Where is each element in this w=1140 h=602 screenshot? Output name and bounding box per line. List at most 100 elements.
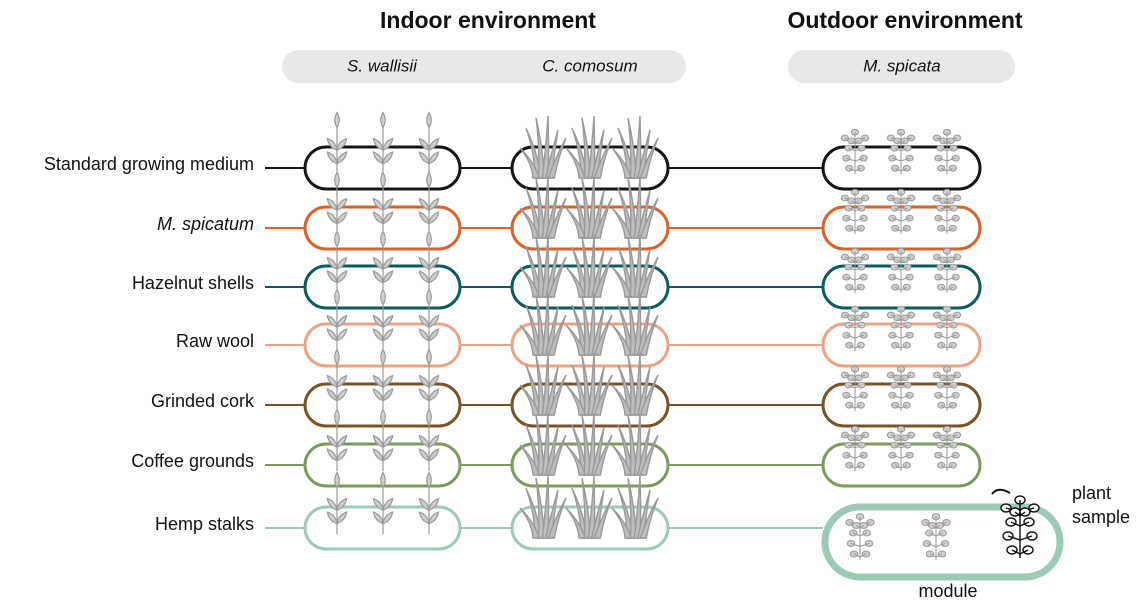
leaf xyxy=(335,350,340,365)
leaf xyxy=(860,274,867,280)
leaf xyxy=(857,402,864,408)
leaf xyxy=(903,462,910,468)
leaf xyxy=(889,332,896,338)
leaf xyxy=(892,165,899,171)
leaf xyxy=(335,113,340,128)
leaf xyxy=(381,473,386,488)
leaf xyxy=(843,452,850,458)
leaf xyxy=(427,232,432,247)
leaf xyxy=(846,225,853,231)
outdoor-title: Outdoor environment xyxy=(787,7,1022,33)
leaf xyxy=(889,155,896,161)
leaf xyxy=(889,452,896,458)
leaf xyxy=(903,342,910,348)
leaf xyxy=(381,410,386,425)
leaf xyxy=(949,462,956,468)
leaf xyxy=(935,332,942,338)
species-label: S. wallisii xyxy=(347,56,418,75)
leaf xyxy=(906,155,913,161)
leaf xyxy=(381,350,386,365)
indoor-title: Indoor environment xyxy=(380,7,596,33)
row-label: Grinded cork xyxy=(151,391,255,411)
leaf xyxy=(335,232,340,247)
diagram: Indoor environment Outdoor environment S… xyxy=(0,0,1140,602)
leaf xyxy=(935,452,942,458)
row-label: Raw wool xyxy=(176,331,254,351)
leaf xyxy=(846,402,853,408)
leaf xyxy=(952,332,959,338)
leaf xyxy=(949,165,956,171)
leaf xyxy=(949,402,956,408)
annotation: plant xyxy=(1072,483,1111,503)
leaf xyxy=(427,410,432,425)
leaf xyxy=(889,274,896,280)
leaf xyxy=(935,215,942,221)
leaf xyxy=(938,225,945,231)
leaf xyxy=(892,462,899,468)
leaf xyxy=(857,165,864,171)
leaf xyxy=(843,274,850,280)
leaf xyxy=(335,473,340,488)
leaf xyxy=(843,155,850,161)
leaf xyxy=(857,342,864,348)
leaf xyxy=(860,155,867,161)
leaf xyxy=(846,284,853,290)
leaf xyxy=(949,284,956,290)
leaf xyxy=(906,392,913,398)
leaf xyxy=(427,290,432,305)
leaf xyxy=(949,342,956,348)
leaf xyxy=(846,342,853,348)
leaf xyxy=(903,284,910,290)
leaf xyxy=(381,113,386,128)
leaf xyxy=(335,173,340,188)
annotation: sample xyxy=(1072,507,1130,527)
leaf xyxy=(860,452,867,458)
leaf xyxy=(935,155,942,161)
species-label: M. spicata xyxy=(863,56,940,75)
leaf xyxy=(857,462,864,468)
leaf xyxy=(952,392,959,398)
leaf xyxy=(843,392,850,398)
leaf xyxy=(952,274,959,280)
leaf xyxy=(860,215,867,221)
leaf xyxy=(938,462,945,468)
leaf xyxy=(892,284,899,290)
leaf xyxy=(860,332,867,338)
leaf xyxy=(381,173,386,188)
leaf xyxy=(949,225,956,231)
leaf xyxy=(427,113,432,128)
leaf xyxy=(892,225,899,231)
leaf xyxy=(857,284,864,290)
leaf xyxy=(427,173,432,188)
leaf xyxy=(952,215,959,221)
leaf xyxy=(335,410,340,425)
leaf xyxy=(892,342,899,348)
leaf xyxy=(952,155,959,161)
annotation: module xyxy=(918,581,977,601)
leaf xyxy=(889,392,896,398)
row-label: M. spicatum xyxy=(157,214,254,234)
leaf xyxy=(860,392,867,398)
leaf xyxy=(903,402,910,408)
leaf xyxy=(903,225,910,231)
leaf xyxy=(381,290,386,305)
leaf xyxy=(335,290,340,305)
leaf xyxy=(935,392,942,398)
row-label: Hazelnut shells xyxy=(132,273,254,293)
leaf xyxy=(846,462,853,468)
leaf xyxy=(843,215,850,221)
leaf xyxy=(427,350,432,365)
leaf xyxy=(903,165,910,171)
pointer-arrow xyxy=(992,490,1010,494)
leaf xyxy=(906,274,913,280)
leaf xyxy=(906,332,913,338)
leaf xyxy=(906,215,913,221)
row-label: Hemp stalks xyxy=(155,514,254,534)
leaf xyxy=(952,452,959,458)
leaf xyxy=(843,332,850,338)
rows: Standard growing medium M. spicatum Hazeln… xyxy=(44,113,1060,578)
leaf xyxy=(938,284,945,290)
leaf xyxy=(892,402,899,408)
leaf xyxy=(857,225,864,231)
row-label: Standard growing medium xyxy=(44,154,254,174)
